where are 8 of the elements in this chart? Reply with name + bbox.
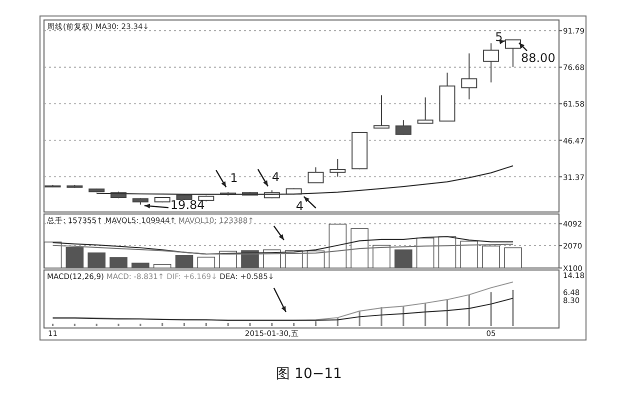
annotation: 4 bbox=[272, 170, 280, 184]
caption: 图 10−11 bbox=[276, 366, 342, 382]
annotation: 19.84 bbox=[170, 198, 205, 212]
annotation: 1 bbox=[230, 171, 238, 186]
annotation: 88.00 bbox=[520, 50, 556, 65]
annotation: 4 bbox=[296, 199, 304, 213]
line-series bbox=[52, 244, 514, 255]
line-series bbox=[52, 236, 514, 255]
